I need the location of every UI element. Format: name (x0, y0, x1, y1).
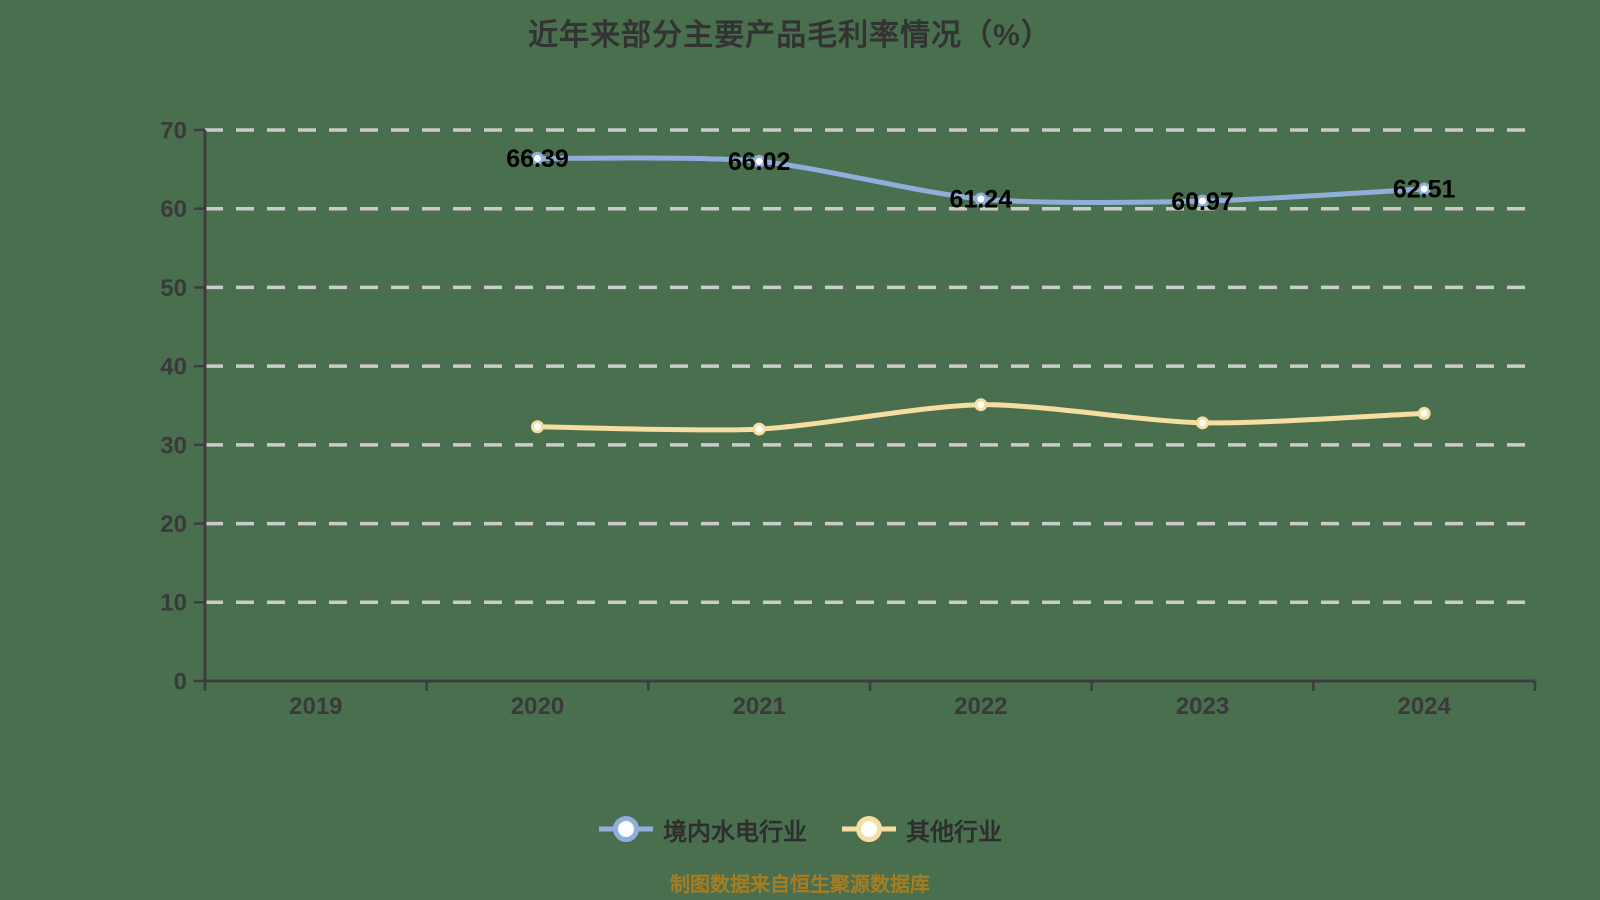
data-point-marker (974, 398, 988, 412)
legend-item-other[interactable]: 其他行业 (841, 812, 1002, 847)
y-axis-tick-label: 50 (160, 275, 187, 302)
y-axis-tick-label: 20 (160, 511, 187, 538)
y-axis-tick-label: 0 (174, 668, 187, 695)
data-point-marker (752, 154, 766, 168)
data-point-marker (1196, 416, 1209, 430)
data-point-label: 61.24 (950, 186, 1013, 214)
data-point-marker (1417, 182, 1431, 196)
chart-title: 近年来部分主要产品毛利率情况（%） (528, 19, 1052, 52)
y-axis-tick-label: 10 (160, 590, 187, 617)
y-axis-tick-label: 70 (160, 117, 187, 144)
data-point-marker (1196, 194, 1209, 208)
series-境内水电行业: 66.39 66.02 61.24 60.97 62.51 (506, 145, 1455, 216)
series-其他行业 (531, 398, 1431, 436)
x-axis-tick-label: 2023 (1176, 693, 1229, 720)
legend-marker-line-circle-icon (842, 816, 896, 842)
data-point-marker (531, 420, 544, 434)
legend-item-hydro[interactable]: 境内水电行业 (598, 812, 807, 847)
y-axis-tick-label: 40 (160, 354, 187, 381)
legend-label: 境内水电行业 (663, 818, 807, 846)
data-point-label: 62.51 (1393, 176, 1456, 204)
x-axis-tick-label: 2022 (954, 693, 1007, 720)
x-axis-tick-label: 2024 (1397, 693, 1451, 720)
data-point-marker (752, 422, 766, 436)
legend-label: 其他行业 (906, 818, 1002, 846)
x-axis-tick-label: 2019 (289, 693, 342, 720)
y-axis-tick-label: 30 (160, 432, 187, 459)
x-axis-tick-label: 2021 (732, 693, 785, 720)
data-point-label: 66.02 (728, 148, 791, 176)
x-axis-tick-label: 2020 (511, 693, 564, 720)
data-point-marker (974, 192, 988, 206)
data-point-marker (531, 151, 544, 165)
gridlines (205, 128, 1535, 605)
data-point-label: 66.39 (506, 145, 569, 173)
legend-marker-line-circle-icon (599, 816, 653, 842)
data-point-label: 60.97 (1171, 188, 1234, 216)
data-point-marker (1417, 406, 1431, 420)
axes: 0 10 20 30 40 50 60 70 2019 2020 2021 2022 2023 2024 (160, 117, 1537, 720)
chart-legend: 境内水电行业 其他行业 (0, 806, 1600, 852)
y-axis-tick-label: 60 (160, 196, 187, 223)
data-source-caption: 制图数据来自恒生聚源数据库 (670, 874, 930, 896)
